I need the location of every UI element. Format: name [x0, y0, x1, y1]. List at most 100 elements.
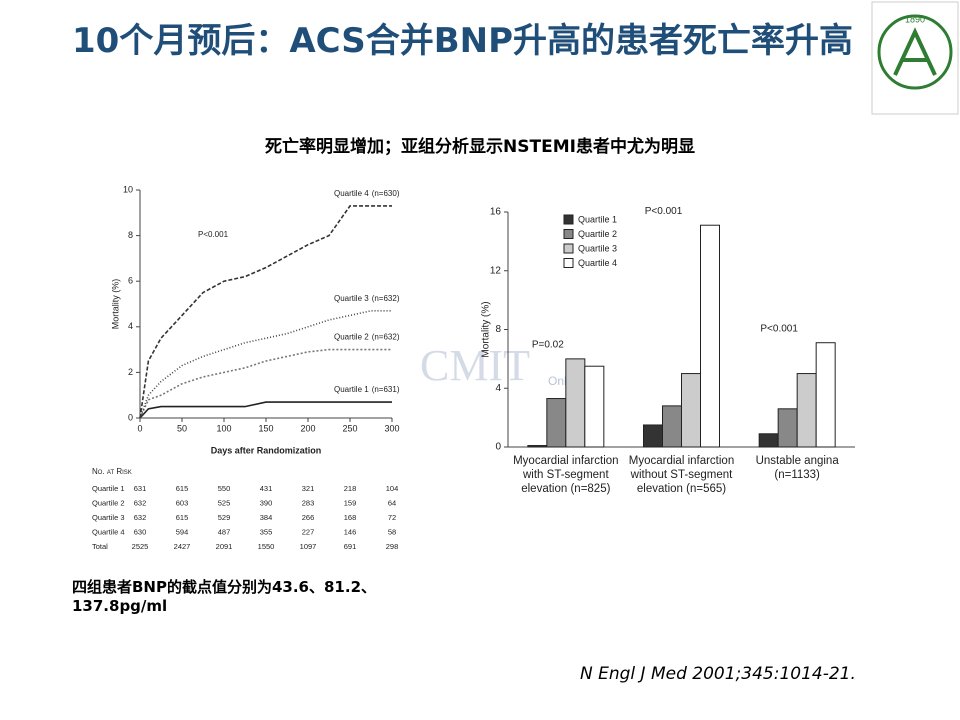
risk-cell: 266	[302, 513, 315, 522]
x-tick-label: Myocardial infarction with ST-segment el…	[513, 455, 619, 495]
risk-cell: 218	[344, 484, 357, 493]
risk-cell: 615	[176, 484, 189, 493]
subtitle: 死亡率明显增加；亚组分析显示NSTEMI患者中尤为明显	[265, 137, 695, 157]
series-name: Quartile 2	[334, 333, 369, 342]
risk-cell: 632	[134, 513, 147, 522]
legend-swatch	[563, 258, 574, 268]
y-tick-label: 8	[128, 230, 133, 240]
bar	[796, 373, 817, 448]
risk-cell: 1550	[258, 542, 275, 551]
risk-cell: 355	[260, 527, 273, 536]
x-tick-label: 200	[300, 423, 315, 433]
bar	[546, 398, 567, 448]
risk-cell: 168	[344, 513, 357, 522]
risk-cell: Quartile 3	[92, 513, 125, 522]
bar	[643, 424, 663, 448]
y-tick-label: 8	[495, 324, 501, 335]
y-tick-label: 10	[123, 184, 133, 194]
risk-cell: 487	[218, 527, 231, 536]
bar	[681, 373, 701, 448]
series-size: (n=631)	[372, 385, 400, 394]
y-tick-label: 0	[495, 442, 501, 453]
x-axis-label: Days after Randomization	[211, 445, 322, 455]
y-tick-label: 12	[490, 265, 502, 276]
risk-cell: 2091	[216, 542, 233, 551]
risk-cell: 615	[176, 513, 189, 522]
risk-cell: 283	[302, 498, 315, 507]
risk-cell: 227	[302, 527, 315, 536]
risk-cell: 603	[176, 498, 189, 507]
y-axis-label: Mortality (%)	[481, 301, 492, 357]
title: 10个月预后：ACS合并BNP升高的患者死亡率升高	[72, 21, 853, 61]
risk-cell: 104	[386, 484, 399, 493]
risk-cell: 390	[260, 498, 273, 507]
series-size: (n=630)	[372, 189, 400, 198]
logo-ring	[877, 14, 953, 90]
legend-swatch	[563, 214, 574, 225]
risk-cell: Quartile 2	[92, 498, 125, 507]
bar	[700, 224, 720, 448]
series-name: Quartile 1	[334, 385, 369, 394]
risk-cell: 631	[134, 484, 147, 493]
watermark: CMIT	[420, 341, 530, 390]
series-label: Quartile 3 (n=632)	[334, 294, 400, 303]
risk-cell: Total	[92, 542, 108, 551]
line-series	[139, 205, 392, 419]
risk-cell: 691	[344, 542, 357, 551]
risk-cell: 321	[302, 484, 315, 493]
series-label: Quartile 4 (n=630)	[334, 189, 400, 198]
y-tick-label: 0	[128, 412, 133, 422]
p-value: P<0.001	[760, 323, 798, 334]
legend-label: Quartile 1	[578, 214, 617, 224]
citation: N Engl J Med 2001;345:1014-21.	[580, 664, 856, 684]
bar	[662, 405, 682, 448]
p-value: P=0.02	[532, 340, 564, 351]
series-name: Quartile 3	[334, 294, 369, 303]
bar	[815, 342, 836, 448]
risk-cell: 384	[260, 513, 273, 522]
y-axis-label: Mortality (%)	[110, 279, 120, 330]
risk-cell: 529	[218, 513, 231, 522]
y-tick-label: 2	[128, 367, 133, 377]
y-tick-label: 4	[495, 383, 501, 394]
risk-cell: Quartile 1	[92, 484, 125, 493]
risk-cell: 72	[388, 513, 396, 522]
risk-cell: 525	[218, 498, 231, 507]
y-tick-label: 16	[490, 207, 502, 218]
risk-cell: 594	[176, 527, 189, 536]
risk-cell: 298	[386, 542, 399, 551]
risk-cell: 431	[260, 484, 273, 493]
legend-label: Quartile 4	[578, 258, 617, 268]
risk-cell: 159	[344, 498, 357, 507]
series-label: Quartile 1 (n=631)	[334, 385, 400, 394]
series-name: Quartile 4	[334, 189, 369, 198]
x-tick-label: 300	[384, 423, 399, 433]
risk-cell: 58	[388, 527, 396, 536]
x-tick-label: 50	[177, 423, 187, 433]
x-tick-label: 250	[342, 423, 357, 433]
risk-cell: 2525	[132, 542, 149, 551]
y-tick-label: 6	[128, 276, 133, 286]
x-tick-label: Myocardial infarction without ST-segment…	[628, 455, 735, 495]
x-tick-label: 0	[137, 423, 142, 433]
line-series	[139, 348, 392, 419]
series-label: Quartile 2 (n=632)	[334, 333, 400, 342]
risk-cell: 630	[134, 527, 147, 536]
risk-cell: 146	[344, 527, 357, 536]
legend-swatch	[563, 229, 574, 239]
bar	[565, 358, 586, 448]
x-tick-label: 100	[216, 423, 231, 433]
line-series	[139, 401, 392, 419]
x-tick-label: 150	[258, 423, 273, 433]
annotation: P<0.001	[198, 230, 229, 239]
risk-cell: 2427	[174, 542, 191, 551]
logo-year: 1890	[905, 14, 925, 24]
x-tick-label: Unstable angina (n=1133)	[755, 455, 839, 481]
bar	[777, 408, 798, 448]
y-tick-label: 4	[128, 321, 133, 331]
note: 四组患者BNP的截点值分别为43.6、81.2、137.8pg/ml	[72, 578, 377, 615]
logo-mark	[893, 27, 937, 76]
legend-label: Quartile 3	[578, 243, 617, 253]
